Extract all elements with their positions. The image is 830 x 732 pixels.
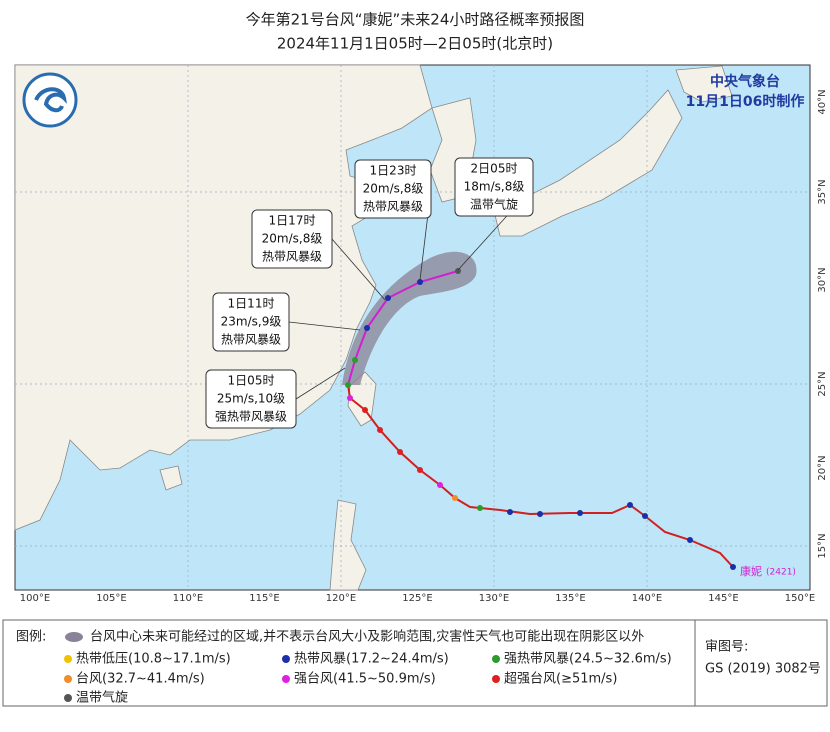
lon-label: 110°E	[173, 593, 203, 604]
lat-label: 20°N	[817, 455, 828, 480]
callout-box	[354, 159, 432, 219]
hainan	[159, 465, 183, 491]
callout-box	[212, 292, 290, 352]
legend-label: 超强台风(≥51m/s)	[504, 672, 617, 687]
lon-label: 115°E	[249, 593, 279, 604]
luzon	[329, 499, 367, 591]
legend-label: 热带低压(10.8~17.1m/s)	[76, 652, 231, 667]
callout-box	[454, 157, 534, 217]
legend-dot	[64, 694, 72, 702]
cone-swatch	[65, 632, 83, 642]
legend-dot	[492, 675, 500, 683]
callout-leader	[288, 321, 361, 331]
legend-items: 热带低压(10.8~17.1m/s) 热带风暴(17.2~24.4m/s) 强热带风…	[64, 652, 672, 706]
callout-time: 1日11时	[228, 297, 275, 311]
legend-title: 图例:	[16, 630, 46, 645]
typhoon-name: 康妮	[740, 564, 762, 578]
legend-label: 强台风(41.5~50.9m/s)	[294, 672, 436, 687]
subtitle: 2024年11月1日05时—2日05时(北京时)	[277, 35, 553, 53]
callout-level: 热带风暴级	[262, 250, 322, 264]
callout-level: 热带风暴级	[363, 200, 423, 214]
track-points	[345, 268, 736, 570]
callout-wind: 20m/s,8级	[363, 182, 424, 196]
logo-mark	[34, 87, 68, 113]
lon-label: 150°E	[785, 593, 815, 604]
legend-label: 热带风暴(17.2~24.4m/s)	[294, 652, 449, 667]
lat-label: 15°N	[817, 533, 828, 558]
lon-label: 140°E	[632, 593, 662, 604]
taiwan	[347, 371, 377, 427]
lat-label: 25°N	[817, 371, 828, 396]
callout-wind: 23m/s,9级	[221, 315, 282, 329]
callout-time: 1日05时	[228, 374, 275, 388]
review-label: 审图号:	[705, 640, 748, 655]
axis-labels: 100°E 105°E 110°E 115°E 120°E 125°E 130°E 135°E…	[20, 89, 828, 604]
review-number: GS (2019) 3082号	[705, 662, 821, 677]
legend-label: 台风(32.7~41.4m/s)	[76, 672, 205, 687]
callout-box	[205, 369, 297, 429]
forecast-track	[347, 270, 459, 386]
callout-level: 温带气旋	[470, 197, 518, 212]
legend-dot	[64, 675, 72, 683]
legend: 图例: 台风中心未来可能经过的区域,并不表示台风大小及影响范围,灾害性天气也可能…	[2, 619, 828, 707]
legend-label: 强热带风暴(24.5~32.6m/s)	[504, 652, 672, 667]
callout-time: 1日17时	[269, 214, 316, 228]
probability-cone	[342, 251, 477, 385]
callouts: 1日05时25m/s,10级强热带风暴级1日11时23m/s,9级热带风暴级1日…	[205, 157, 534, 429]
lon-label: 105°E	[96, 593, 126, 604]
agency: 中央气象台	[710, 73, 780, 90]
logo	[22, 72, 78, 128]
legend-dot	[64, 655, 72, 663]
callout-wind: 25m/s,10级	[217, 392, 285, 406]
callout-wind: 18m/s,8级	[464, 180, 525, 194]
title: 今年第21号台风“康妮”未来24小时路径概率预报图	[246, 11, 585, 29]
callout-leader	[331, 238, 386, 301]
callout-time: 1日23时	[370, 164, 417, 178]
callout-level: 强热带风暴级	[215, 410, 287, 424]
lon-label: 135°E	[555, 593, 585, 604]
hokkaido	[675, 65, 733, 103]
lon-label: 100°E	[20, 593, 50, 604]
legend-dot	[282, 675, 290, 683]
lon-label: 145°E	[708, 593, 738, 604]
map: 康妮 (2421) 中央气象台 11月1日06时制作 1日05时 25m/s,10…	[14, 64, 828, 604]
typhoon-code: (2421)	[766, 568, 796, 578]
lat-label: 30°N	[817, 267, 828, 292]
legend-label: 温带气旋	[76, 690, 128, 706]
callout-level: 热带风暴级	[221, 333, 281, 347]
cone-note: 台风中心未来可能经过的区域,并不表示台风大小及影响范围,灾害性天气也可能出现在阴…	[90, 629, 644, 645]
lon-label: 130°E	[479, 593, 509, 604]
lon-label: 125°E	[402, 593, 432, 604]
callout-box	[251, 209, 333, 269]
legend-dot	[492, 655, 500, 663]
legend-dot	[282, 655, 290, 663]
lon-label: 120°E	[326, 593, 356, 604]
callout-wind: 20m/s,8级	[262, 232, 323, 246]
lat-label: 40°N	[817, 89, 828, 114]
legend-box	[2, 619, 828, 707]
japan	[494, 89, 683, 237]
issued-time: 11月1日06时制作	[686, 93, 805, 110]
callout-time: 2日05时	[471, 162, 518, 176]
callout-leader	[295, 367, 346, 400]
lat-label: 35°N	[817, 179, 828, 204]
